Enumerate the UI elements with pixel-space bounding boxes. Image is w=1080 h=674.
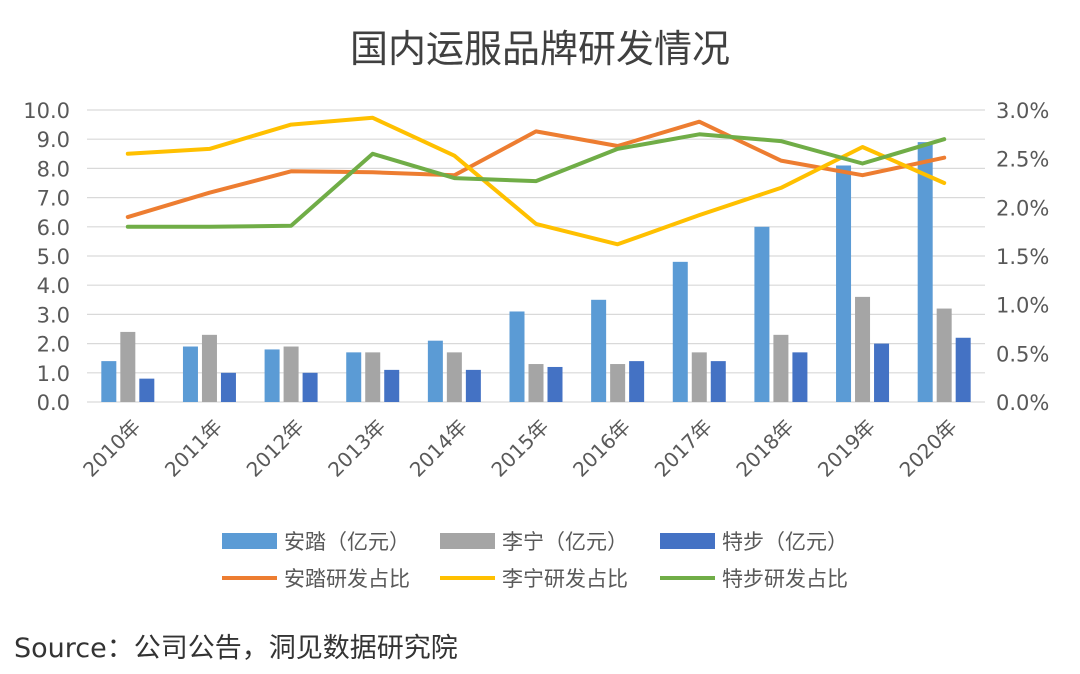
left-axis: 0.0 1.0 2.0 3.0 4.0 5.0 6.0 7.0 8.0 9.0 10.0 (23, 99, 70, 415)
x-axis: 2010年 2011年 2012年 2013年 2014年 2015年 2016年 2017年… (78, 415, 961, 482)
y-left-tick-label: 7.0 (37, 187, 70, 211)
y-left-tick-label: 3.0 (37, 303, 70, 327)
bar (201, 334, 217, 402)
lines (125, 115, 947, 247)
series-line (125, 132, 947, 229)
y-left-tick-label: 2.0 (37, 333, 70, 357)
bars (101, 142, 971, 402)
x-tick-label: 2015年 (486, 415, 553, 482)
y-right-tick-label: 3.0% (996, 99, 1049, 123)
bar (917, 142, 933, 402)
bar (446, 352, 462, 402)
legend-label: 特步研发占比 (722, 567, 848, 591)
legend-swatch (222, 533, 277, 549)
y-left-tick-label: 0.0 (37, 391, 70, 415)
bar (710, 361, 726, 402)
right-axis: 0.0% 0.5% 1.0% 1.5% 2.0% 2.5% 3.0% (996, 99, 1049, 415)
bar (365, 352, 381, 402)
y-left-tick-label: 5.0 (37, 245, 70, 269)
y-right-tick-label: 0.0% (996, 391, 1049, 415)
x-tick-label: 2010年 (78, 415, 145, 482)
bar (855, 296, 871, 402)
series-line (125, 119, 947, 220)
y-left-tick-label: 10.0 (23, 99, 70, 123)
series-line (125, 115, 947, 247)
bar (672, 261, 688, 402)
bar (629, 361, 645, 402)
bar (139, 378, 155, 402)
bar (182, 346, 198, 402)
bar (773, 334, 789, 402)
x-tick-label: 2012年 (242, 415, 309, 482)
y-right-tick-label: 2.0% (996, 196, 1049, 220)
y-left-tick-label: 9.0 (37, 128, 70, 152)
legend-label: 安踏（亿元） (284, 530, 410, 554)
legend-label: 李宁研发占比 (502, 567, 628, 591)
y-left-tick-label: 6.0 (37, 216, 70, 240)
y-left-tick-label: 8.0 (37, 157, 70, 181)
y-right-tick-label: 1.0% (996, 294, 1049, 318)
legend-label: 李宁（亿元） (502, 530, 628, 554)
bar (264, 349, 280, 402)
legend-label: 特步（亿元） (722, 530, 848, 554)
y-left-tick-label: 1.0 (37, 362, 70, 386)
bar (955, 337, 971, 402)
bar (384, 369, 400, 402)
source-note: Source：公司公告，洞见数据研究院 (14, 633, 458, 664)
bar (591, 299, 607, 402)
x-tick-label: 2018年 (731, 415, 798, 482)
bar (610, 364, 626, 402)
x-tick-label: 2011年 (160, 415, 227, 482)
bar (427, 340, 443, 402)
legend-swatch (660, 533, 715, 549)
legend-swatch (440, 533, 495, 549)
chart-title: 国内运服品牌研发情况 (350, 27, 730, 71)
bar (283, 346, 299, 402)
bar (936, 308, 952, 402)
x-tick-label: 2016年 (568, 415, 635, 482)
x-tick-label: 2017年 (650, 415, 717, 482)
bar (302, 372, 318, 402)
bar (836, 165, 852, 402)
y-right-tick-label: 2.5% (996, 148, 1049, 172)
bar (754, 226, 770, 402)
bar (101, 361, 117, 402)
bar (465, 369, 481, 402)
bar (509, 311, 525, 402)
x-tick-label: 2020年 (895, 415, 962, 482)
legend: 安踏（亿元） 李宁（亿元） 特步（亿元） 安踏研发占比 李宁研发占比 特步研发占比 (222, 530, 848, 591)
bar (691, 352, 707, 402)
y-right-tick-label: 1.5% (996, 245, 1049, 269)
x-tick-label: 2014年 (405, 415, 472, 482)
bar (547, 366, 563, 402)
y-left-tick-label: 4.0 (37, 274, 70, 298)
bar (874, 343, 890, 402)
x-tick-label: 2019年 (813, 415, 880, 482)
bar (792, 352, 808, 402)
bar (120, 331, 136, 402)
bar (528, 364, 544, 402)
legend-label: 安踏研发占比 (284, 567, 410, 591)
bar (346, 352, 362, 402)
x-tick-label: 2013年 (323, 415, 390, 482)
bar (220, 372, 236, 402)
y-right-tick-label: 0.5% (996, 342, 1049, 366)
